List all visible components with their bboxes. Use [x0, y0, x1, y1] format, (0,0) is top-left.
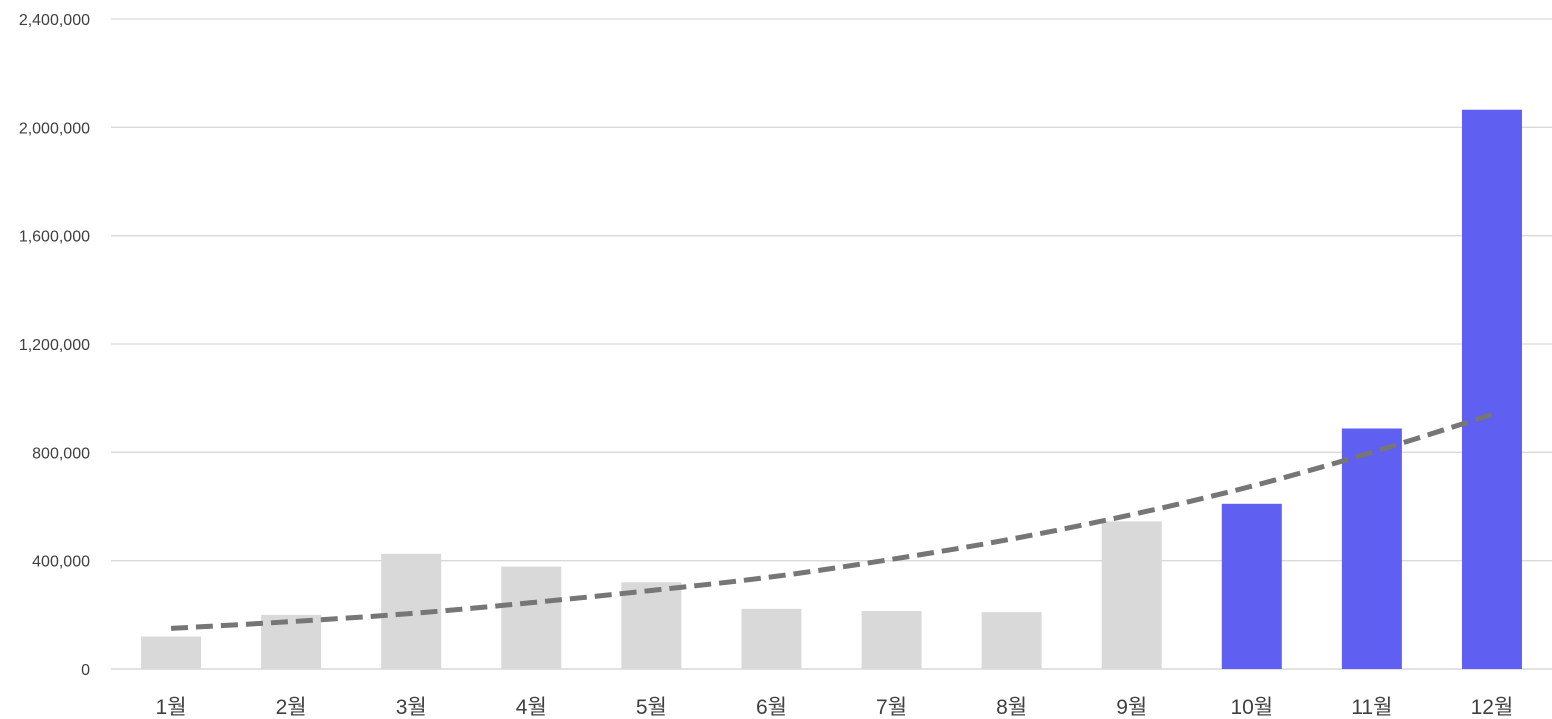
x-tick-label: 3월 — [396, 696, 427, 719]
grid-lines — [111, 18, 1552, 670]
x-tick-label: 12월 — [1471, 696, 1514, 719]
x-tick-label: 10월 — [1230, 696, 1273, 719]
x-tick-label: 2월 — [276, 696, 307, 719]
x-tick-label: 8월 — [996, 696, 1027, 719]
bar — [1461, 109, 1522, 669]
y-tick-label: 2,000,000 — [19, 120, 90, 137]
bar — [741, 608, 802, 669]
y-tick-label: 1,600,000 — [19, 229, 90, 246]
bar — [501, 566, 562, 669]
x-tick-label: 7월 — [876, 696, 907, 719]
x-tick-label: 1월 — [156, 696, 187, 719]
x-tick-label: 11월 — [1351, 696, 1392, 719]
y-tick-label: 400,000 — [32, 554, 90, 571]
bar — [1341, 428, 1402, 669]
y-axis-tick-labels: 0 400,000 800,000 1,200,000 1,600,000 2,000,0… — [19, 12, 90, 679]
x-tick-label: 6월 — [756, 696, 787, 719]
bar — [261, 614, 322, 669]
y-tick-label: 800,000 — [32, 445, 90, 462]
bar — [1221, 503, 1282, 669]
bar — [1101, 521, 1162, 669]
bars — [141, 109, 1522, 669]
trendline — [170, 412, 1493, 631]
x-axis-tick-labels: 1월 2월 3월 4월 5월 6월 7월 8월 9월 10월 11월 12월 — [156, 696, 1514, 719]
bar — [861, 611, 922, 669]
y-tick-label: 0 — [81, 662, 90, 679]
x-tick-label: 4월 — [516, 696, 547, 719]
bar — [981, 612, 1042, 669]
x-tick-label: 9월 — [1116, 696, 1147, 719]
bar — [621, 582, 682, 669]
trendline-layer — [170, 412, 1493, 631]
bar — [141, 636, 202, 669]
x-tick-label: 5월 — [636, 696, 667, 719]
y-tick-label: 2,400,000 — [19, 12, 90, 29]
y-tick-label: 1,200,000 — [19, 337, 90, 354]
